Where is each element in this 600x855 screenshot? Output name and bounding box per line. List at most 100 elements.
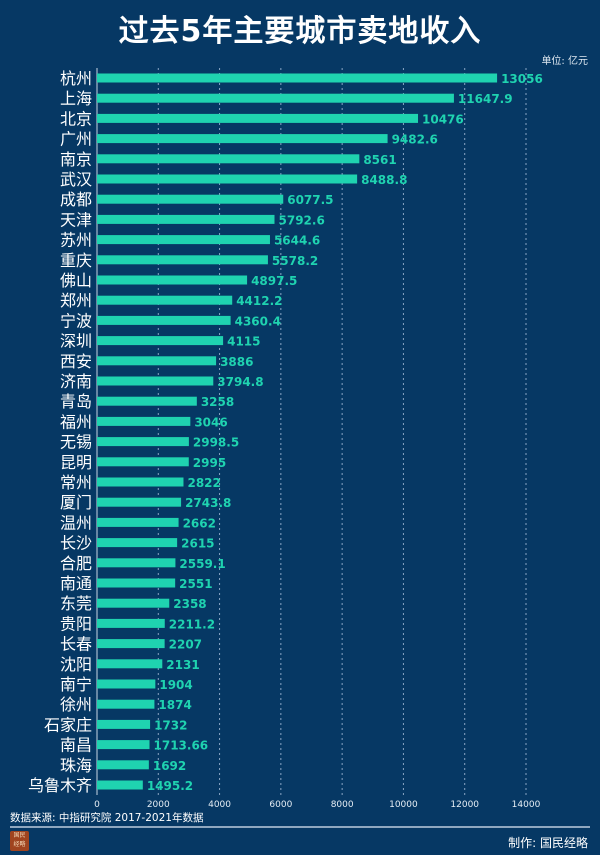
category-label: 西安 [60,352,92,371]
data-label: 1904 [159,678,192,692]
bar-chart: 0 2000 4000 6000 8000 10000 12000 14000 杭州 13056 上… [28,68,543,810]
bar [97,699,155,709]
category-label: 无锡 [60,433,92,452]
bar [97,437,189,447]
category-label: 佛山 [60,271,92,290]
bar [97,517,179,527]
data-label: 9482.6 [392,133,438,147]
data-label: 1732 [154,718,187,732]
bar [97,639,165,649]
data-label: 5792.6 [279,213,325,227]
x-tick-label: 2000 [147,800,170,810]
category-label: 贵阳 [60,614,92,633]
category-label: 重庆 [60,251,92,270]
data-label: 4412.2 [236,294,282,308]
bar [97,497,182,507]
x-tick-label: 10000 [389,800,418,810]
data-label: 2559.1 [179,557,225,571]
category-label: 合肥 [60,554,92,573]
category-label: 天津 [60,210,92,229]
bar [97,134,388,144]
bar [97,618,165,628]
data-label: 13056 [501,72,543,86]
chart-title: 过去5年主要城市卖地收入 [118,14,482,49]
data-label: 2207 [169,638,202,652]
bar [97,679,156,689]
bar [97,376,214,386]
data-label: 10476 [422,112,464,126]
data-label: 2615 [181,537,214,551]
bar [97,113,419,123]
x-tick-label: 0 [94,800,100,810]
category-label: 宁波 [60,311,92,330]
x-tick-label: 12000 [450,800,479,810]
category-label: 郑州 [60,291,92,310]
bar [97,214,275,224]
bar [97,295,233,305]
data-label: 4897.5 [251,274,297,288]
data-label: 2551 [179,577,212,591]
data-label: 8561 [363,153,396,167]
category-label: 深圳 [60,332,92,351]
bar [97,73,498,83]
category-label: 南京 [60,150,92,169]
bar [97,416,191,426]
category-label: 昆明 [60,453,92,472]
category-label: 常州 [60,473,92,492]
data-label: 2822 [187,476,220,490]
bar [97,336,224,346]
bar [97,760,149,770]
category-label: 石家庄 [44,715,92,734]
category-label: 南昌 [60,736,92,755]
category-label: 广州 [60,130,92,149]
bar [97,719,151,729]
data-label: 3046 [194,415,227,429]
bar [97,538,178,548]
category-label: 沈阳 [60,655,92,674]
category-label: 长春 [60,635,92,654]
bar [97,578,176,588]
data-label: 3886 [220,355,253,369]
bar [97,457,189,467]
bar [97,659,163,669]
category-label: 南通 [60,574,92,593]
data-label: 5644.6 [274,234,320,248]
bar [97,740,150,750]
credit-text: 制作: 国民经略 [508,836,588,850]
category-label: 东莞 [60,594,92,613]
category-label: 济南 [60,372,92,391]
bar [97,356,217,366]
data-label: 1713.66 [154,739,209,753]
data-label: 2211.2 [169,617,215,631]
category-label: 上海 [60,89,92,108]
category-label: 成都 [60,190,92,209]
logo-seal: 国民 经略 [10,831,29,851]
data-label: 2131 [166,658,199,672]
unit-label: 单位: 亿元 [541,56,588,67]
data-label: 2998.5 [193,436,239,450]
category-label: 珠海 [60,756,92,775]
data-label: 3794.8 [217,375,263,389]
data-label: 11647.9 [458,92,513,106]
category-label: 北京 [60,109,92,128]
category-label: 苏州 [60,231,92,250]
x-tick-label: 14000 [512,800,541,810]
data-label: 1874 [158,698,191,712]
bar [97,477,184,487]
data-label: 5578.2 [272,254,318,268]
category-label: 温州 [60,513,92,532]
category-label: 南宁 [60,675,92,694]
bar [97,598,170,608]
data-label: 4115 [227,335,260,349]
category-label: 乌鲁木齐 [28,776,92,795]
bar [97,194,284,204]
bar [97,93,454,103]
x-tick-label: 4000 [208,800,231,810]
category-label: 青岛 [60,392,92,411]
data-label: 3258 [201,395,234,409]
data-label: 4360.4 [235,314,281,328]
category-label: 长沙 [60,534,92,553]
category-label: 杭州 [60,69,92,88]
data-label: 2358 [173,597,206,611]
bar [97,154,360,164]
